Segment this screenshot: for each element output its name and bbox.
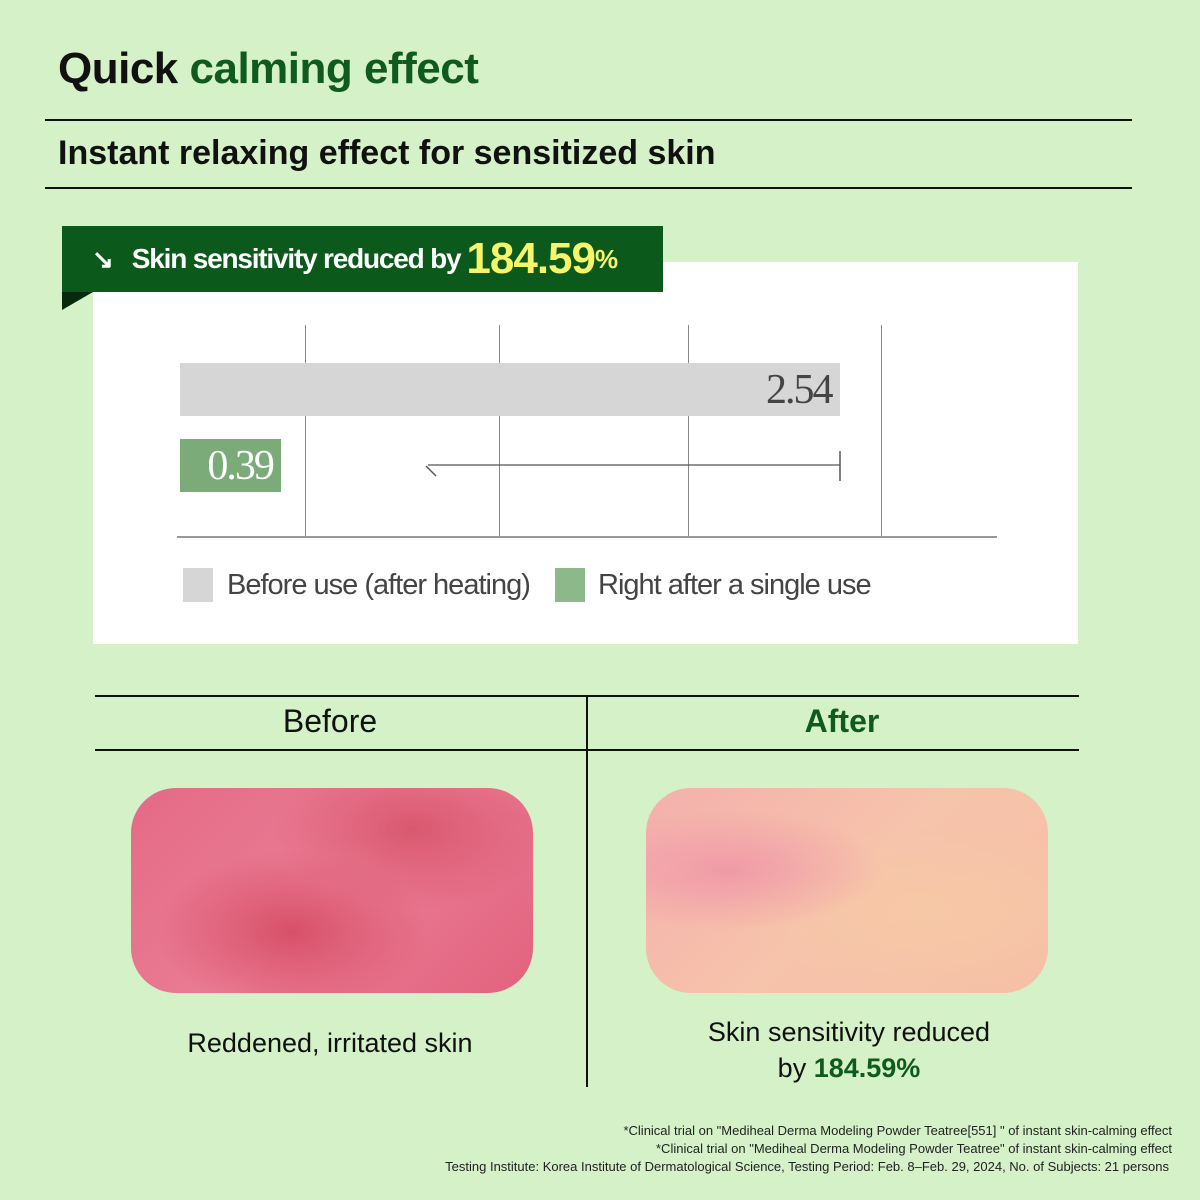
gridline	[688, 325, 689, 536]
before-heading: Before	[282, 703, 378, 739]
after-skin-image	[646, 788, 1048, 993]
gridline	[499, 325, 500, 536]
result-banner: ↘ Skin sensitivity reduced by 184.59 %	[62, 226, 663, 292]
after-caption-value: 184.59%	[813, 1053, 921, 1083]
banner-unit: %	[595, 243, 619, 274]
before-skin-image	[131, 788, 533, 993]
after-heading: After	[804, 703, 880, 739]
page-title: Quick calming effect	[58, 44, 479, 94]
x-axis	[177, 536, 997, 538]
footnote: *Clinical trial on "Mediheal Derma Model…	[656, 1141, 1172, 1156]
title-black: Quick	[58, 44, 178, 93]
divider	[45, 187, 1132, 189]
banner-text: Skin sensitivity reduced by	[131, 243, 462, 274]
subtitle: Instant relaxing effect for sensitized s…	[58, 134, 716, 172]
bar-label-before: 2.54	[766, 367, 833, 413]
legend-label-after: Right after a single use	[598, 569, 872, 601]
before-caption: Reddened, irritated skin	[187, 1028, 473, 1058]
legend-swatch-before	[183, 568, 213, 602]
after-caption-line1: Skin sensitivity reduced	[707, 1017, 991, 1047]
reduction-arrow	[425, 451, 841, 481]
arrow-down-right-icon: ↘	[92, 243, 114, 274]
legend-swatch-after	[555, 568, 585, 602]
divider	[95, 695, 1079, 697]
gridline	[881, 325, 882, 536]
title-green: calming effect	[189, 44, 479, 93]
footnote: *Clinical trial on "Mediheal Derma Model…	[623, 1123, 1172, 1138]
column-divider	[586, 697, 588, 1087]
bar-after	[180, 439, 282, 492]
bar-label-after: 0.39	[207, 443, 274, 489]
footnote: Testing Institute: Korea Institute of De…	[445, 1159, 1169, 1174]
after-caption: Skin sensitivity reduced by 184.59%	[604, 1014, 1094, 1086]
after-caption-prefix: by	[777, 1053, 807, 1083]
divider	[45, 119, 1132, 121]
banner-fold	[62, 292, 93, 310]
gridline	[305, 325, 306, 536]
banner-value: 184.59	[466, 234, 596, 283]
legend-label-before: Before use (after heating)	[227, 569, 531, 601]
bar-before	[180, 363, 840, 416]
